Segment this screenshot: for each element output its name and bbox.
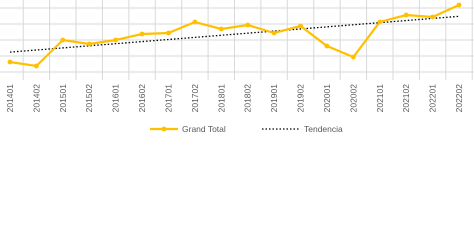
x-tick-label: 201501: [58, 84, 68, 113]
x-tick-label: 201901: [269, 84, 279, 113]
x-tick-label: 201802: [243, 84, 253, 113]
legend-marker: [161, 126, 167, 132]
x-tick-label: 201801: [216, 84, 226, 113]
x-tick-label: 201502: [84, 84, 94, 113]
x-tick-label: 202201: [428, 84, 438, 113]
x-tick-label: 201401: [5, 84, 15, 113]
data-point: [245, 22, 251, 28]
x-tick-label: 202002: [348, 84, 358, 113]
data-point: [403, 12, 409, 18]
data-point: [86, 41, 92, 47]
data-point: [113, 37, 119, 43]
x-tick-label: 202001: [322, 84, 332, 113]
data-point: [430, 14, 435, 20]
legend-label: Tendencia: [304, 124, 343, 134]
chart: 201401 201402 201501 201502 201601 201602 2017…: [0, 0, 474, 134]
x-tick-label: 201601: [111, 84, 121, 113]
data-point: [60, 37, 66, 43]
data-point: [218, 26, 224, 32]
data-point: [271, 30, 277, 36]
data-point: [298, 23, 303, 29]
trendline: [9, 15, 460, 53]
data-point: [377, 19, 383, 25]
x-tick-label: 201402: [31, 84, 41, 113]
data-point: [324, 43, 330, 49]
x-tick-label: 202202: [454, 84, 464, 113]
data-point: [166, 30, 171, 36]
x-tick-label: 201602: [137, 84, 147, 113]
x-tick-label: 202102: [401, 84, 411, 113]
data-point: [456, 2, 462, 8]
data-point: [350, 54, 356, 60]
x-tick-label: 201902: [296, 84, 306, 113]
legend-label: Grand Total: [182, 124, 226, 134]
x-tick-label: 201701: [163, 84, 173, 113]
data-point: [192, 19, 198, 25]
data-point: [7, 59, 13, 65]
data-line: [9, 3, 460, 68]
data-point: [34, 63, 39, 69]
data-point: [139, 31, 145, 37]
x-tick-label: 201702: [190, 84, 200, 113]
x-tick-label: 202101: [375, 84, 385, 113]
